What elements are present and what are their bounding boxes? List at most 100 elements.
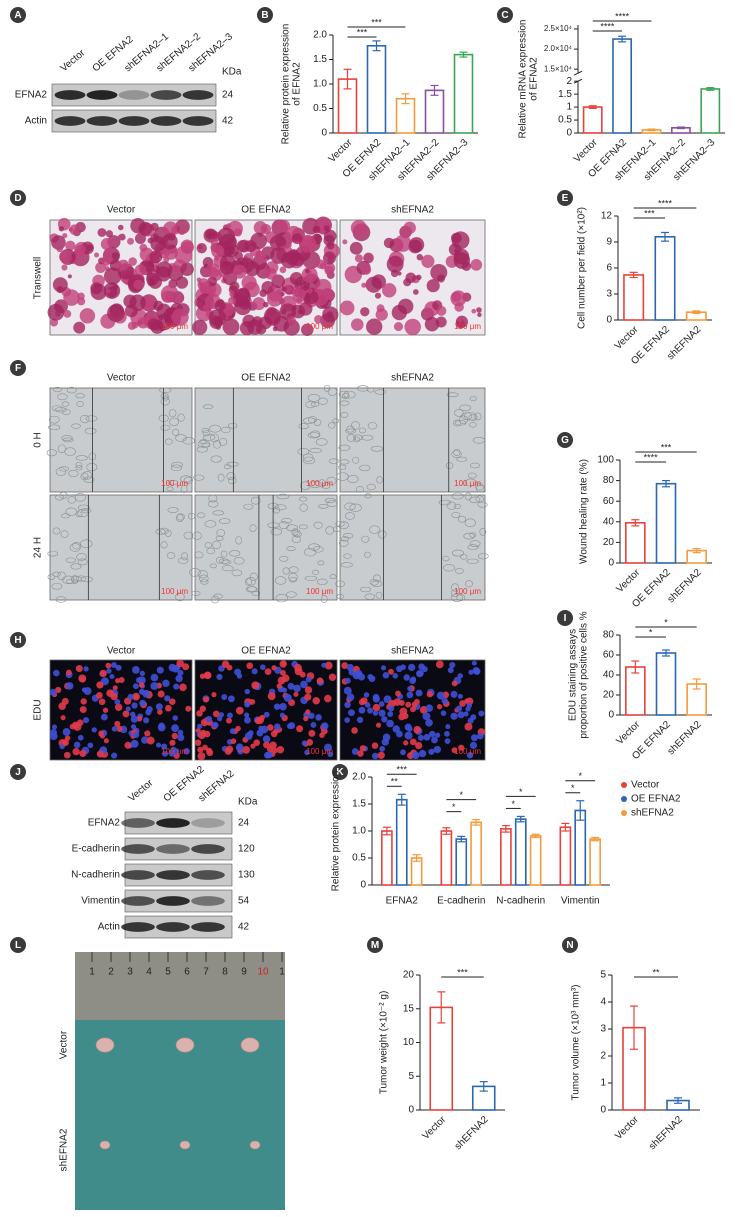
blot-band [191,844,225,854]
nucleus [98,698,106,706]
blot-band [54,90,86,100]
nucleus [133,694,139,700]
cell [167,479,179,486]
cell [170,464,182,472]
cell [202,430,211,437]
cell [365,276,382,293]
scale-label: 100 μm [454,747,481,756]
cell [264,267,277,280]
cell [403,221,416,235]
cell [147,318,160,331]
cell [467,544,479,550]
cell [206,547,216,554]
cell [247,586,257,592]
y-tick-label: 0 [566,128,572,139]
nucleus [447,667,454,674]
micrograph [339,494,486,601]
ruler-number: 8 [222,967,228,978]
cell [453,448,461,456]
cell [160,392,169,399]
cell [283,284,293,294]
nucleus [235,743,244,752]
bar [395,798,408,886]
nucleus [380,665,387,671]
nucleus [264,751,271,759]
cell [65,507,77,516]
cell [178,228,186,236]
nucleus [429,730,436,738]
panel-badge [557,432,573,448]
cell [364,493,372,499]
significance-label: * [578,771,582,781]
y-tick-label: 0 [600,1105,606,1116]
cell [341,536,350,542]
nucleus [165,704,172,712]
scale-label: 100 μm [454,322,481,331]
cell [232,264,247,279]
cell [139,243,148,252]
nucleus [300,680,308,689]
cell [77,558,88,566]
cell [182,437,195,445]
cell [361,535,370,543]
column-label: OE EFNA2 [241,205,291,216]
cell [208,309,227,327]
cell [209,433,219,443]
nucleus [168,698,176,705]
nucleus [372,703,381,712]
nucleus [177,729,184,736]
nucleus [143,717,150,724]
cell [51,235,66,250]
y-axis-label: Tumor weight (×10⁻² g) [379,991,390,1095]
cell [426,279,440,293]
nucleus [198,731,206,740]
cell [218,558,230,564]
cell [469,396,477,402]
cell [46,449,57,457]
nucleus [395,690,401,697]
cell [308,480,322,488]
nucleus [60,715,66,721]
x-tick-label: shEFNA2 [647,1114,685,1152]
tumor [179,1140,191,1150]
nucleus [87,742,94,749]
nucleus [242,745,251,754]
cell [204,542,212,549]
cell [57,444,66,453]
cell [479,527,487,536]
cell [446,501,457,510]
cell [424,316,440,332]
nucleus [346,693,355,702]
nucleus [388,668,394,675]
nucleus [351,748,359,755]
nucleus [96,691,103,699]
cell [336,472,349,481]
y-tick-label: 20 [603,537,615,548]
cell [103,282,121,299]
significance-label: ** [652,967,660,977]
cell [456,456,468,462]
nucleus [321,662,327,668]
cell [223,464,232,470]
y-tick-label: 2 [566,76,572,87]
nucleus [400,749,406,756]
y-tick-label: 20 [603,690,615,701]
tumor [249,1140,261,1150]
panel-letter: D [14,193,21,204]
cell [469,540,481,548]
cell [117,259,129,271]
nucleus [216,673,223,681]
cell [477,312,482,318]
cell [73,321,86,334]
cell [343,553,352,559]
cell [259,316,272,330]
cell [326,500,338,507]
cell [183,476,193,484]
nucleus [470,734,478,742]
cell [231,569,243,577]
cell [250,232,267,250]
nucleus [450,690,458,698]
cell [313,521,323,529]
cell [346,434,356,442]
